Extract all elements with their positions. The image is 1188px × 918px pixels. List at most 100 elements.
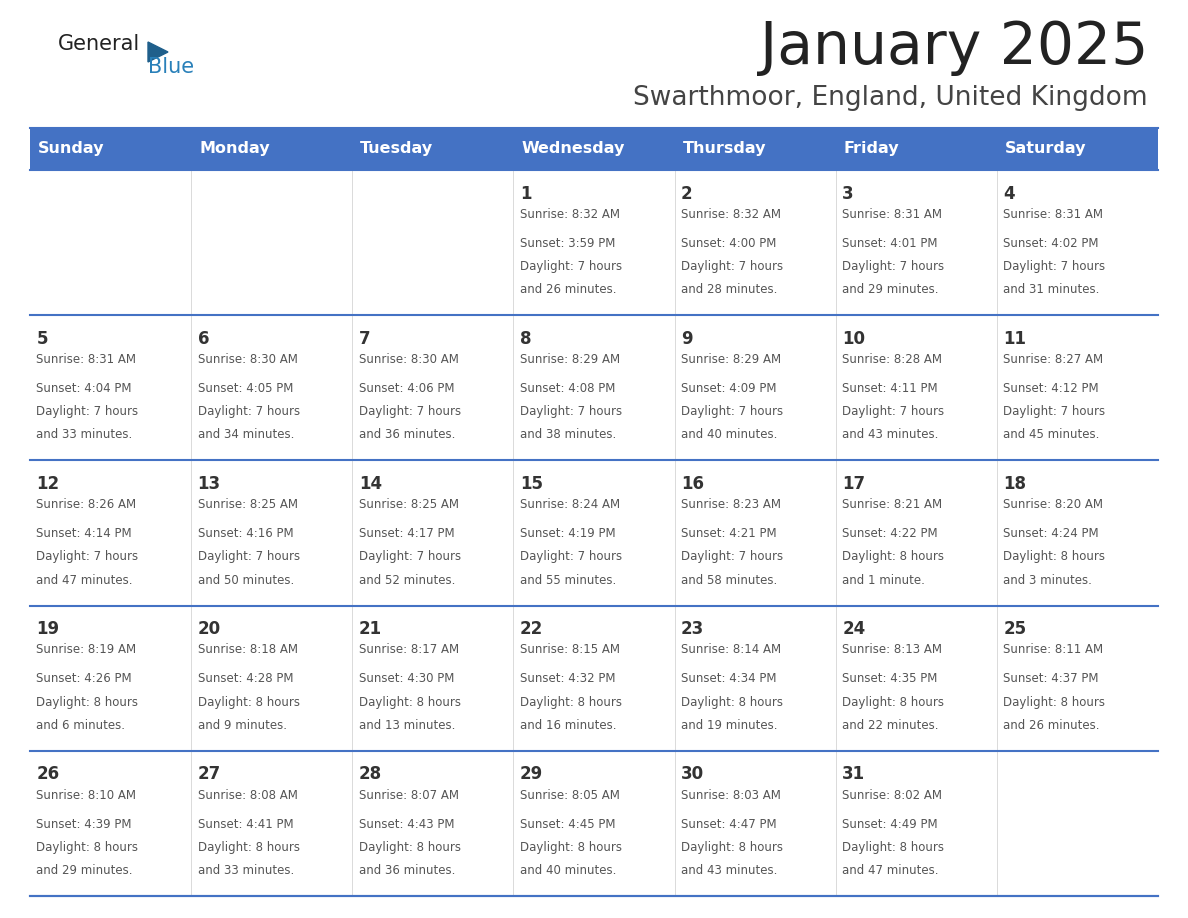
Text: and 33 minutes.: and 33 minutes. [197, 864, 293, 877]
Text: Daylight: 7 hours: Daylight: 7 hours [359, 405, 461, 419]
Bar [30, 461, 191, 606]
Text: Daylight: 8 hours: Daylight: 8 hours [520, 696, 621, 709]
Bar [191, 461, 353, 606]
Text: Sunrise: 8:05 AM: Sunrise: 8:05 AM [520, 789, 620, 801]
Text: Daylight: 7 hours: Daylight: 7 hours [520, 405, 623, 419]
Bar [513, 128, 675, 170]
Text: Sunrise: 8:32 AM: Sunrise: 8:32 AM [681, 207, 781, 220]
Text: and 31 minutes.: and 31 minutes. [1004, 284, 1100, 297]
Text: and 45 minutes.: and 45 minutes. [1004, 429, 1100, 442]
Text: Sunset: 4:02 PM: Sunset: 4:02 PM [1004, 237, 1099, 250]
Text: General: General [58, 34, 140, 54]
Text: 9: 9 [681, 330, 693, 348]
Text: Sunrise: 8:19 AM: Sunrise: 8:19 AM [37, 644, 137, 656]
Text: 2: 2 [681, 185, 693, 203]
Text: Daylight: 7 hours: Daylight: 7 hours [197, 405, 299, 419]
Text: and 22 minutes.: and 22 minutes. [842, 719, 939, 732]
Bar [30, 315, 191, 461]
Text: 12: 12 [37, 475, 59, 493]
Text: and 28 minutes.: and 28 minutes. [681, 284, 777, 297]
Text: Sunset: 4:35 PM: Sunset: 4:35 PM [842, 672, 937, 686]
Text: 28: 28 [359, 766, 381, 783]
Text: 4: 4 [1004, 185, 1015, 203]
Text: and 43 minutes.: and 43 minutes. [842, 429, 939, 442]
Text: and 26 minutes.: and 26 minutes. [1004, 719, 1100, 732]
Text: and 29 minutes.: and 29 minutes. [37, 864, 133, 877]
Text: Sunrise: 8:28 AM: Sunrise: 8:28 AM [842, 353, 942, 366]
Text: 17: 17 [842, 475, 865, 493]
Text: 14: 14 [359, 475, 381, 493]
Text: Sunset: 4:39 PM: Sunset: 4:39 PM [37, 818, 132, 831]
Text: Sunrise: 8:21 AM: Sunrise: 8:21 AM [842, 498, 942, 511]
Bar [997, 461, 1158, 606]
Bar [513, 315, 675, 461]
Text: and 19 minutes.: and 19 minutes. [681, 719, 777, 732]
Text: Sunrise: 8:11 AM: Sunrise: 8:11 AM [1004, 644, 1104, 656]
Text: Sunset: 4:19 PM: Sunset: 4:19 PM [520, 527, 615, 540]
Bar [835, 461, 997, 606]
Text: Sunset: 4:08 PM: Sunset: 4:08 PM [520, 382, 615, 395]
Text: 5: 5 [37, 330, 48, 348]
Text: Daylight: 8 hours: Daylight: 8 hours [359, 696, 461, 709]
Text: Daylight: 8 hours: Daylight: 8 hours [37, 841, 139, 854]
Bar [675, 315, 835, 461]
Text: Sunrise: 8:31 AM: Sunrise: 8:31 AM [37, 353, 137, 366]
Text: Daylight: 7 hours: Daylight: 7 hours [359, 551, 461, 564]
Text: Daylight: 7 hours: Daylight: 7 hours [197, 551, 299, 564]
Text: Daylight: 7 hours: Daylight: 7 hours [681, 260, 783, 273]
Bar [513, 751, 675, 896]
Text: 31: 31 [842, 766, 865, 783]
Text: Sunset: 4:45 PM: Sunset: 4:45 PM [520, 818, 615, 831]
Text: Sunrise: 8:14 AM: Sunrise: 8:14 AM [681, 644, 782, 656]
Text: and 55 minutes.: and 55 minutes. [520, 574, 617, 587]
Text: Tuesday: Tuesday [360, 141, 434, 156]
Text: 24: 24 [842, 621, 865, 638]
Text: and 36 minutes.: and 36 minutes. [359, 864, 455, 877]
Text: Daylight: 8 hours: Daylight: 8 hours [1004, 551, 1105, 564]
Text: Sunset: 4:04 PM: Sunset: 4:04 PM [37, 382, 132, 395]
Text: Sunset: 4:41 PM: Sunset: 4:41 PM [197, 818, 293, 831]
Text: Daylight: 7 hours: Daylight: 7 hours [1004, 260, 1105, 273]
Bar [835, 315, 997, 461]
Bar [835, 170, 997, 315]
Text: and 50 minutes.: and 50 minutes. [197, 574, 293, 587]
Bar [675, 461, 835, 606]
Text: Daylight: 8 hours: Daylight: 8 hours [520, 841, 621, 854]
Text: Sunrise: 8:07 AM: Sunrise: 8:07 AM [359, 789, 459, 801]
Text: and 52 minutes.: and 52 minutes. [359, 574, 455, 587]
Text: Thursday: Thursday [683, 141, 766, 156]
Text: 15: 15 [520, 475, 543, 493]
Text: Sunrise: 8:24 AM: Sunrise: 8:24 AM [520, 498, 620, 511]
Bar [353, 606, 513, 751]
Text: 6: 6 [197, 330, 209, 348]
Text: Sunrise: 8:08 AM: Sunrise: 8:08 AM [197, 789, 297, 801]
Text: 30: 30 [681, 766, 704, 783]
Text: Daylight: 8 hours: Daylight: 8 hours [681, 841, 783, 854]
Text: Daylight: 7 hours: Daylight: 7 hours [37, 405, 139, 419]
Text: 3: 3 [842, 185, 854, 203]
Text: and 9 minutes.: and 9 minutes. [197, 719, 286, 732]
Text: Sunset: 4:37 PM: Sunset: 4:37 PM [1004, 672, 1099, 686]
Text: Daylight: 7 hours: Daylight: 7 hours [520, 260, 623, 273]
Text: Sunset: 4:09 PM: Sunset: 4:09 PM [681, 382, 777, 395]
Text: Sunset: 4:24 PM: Sunset: 4:24 PM [1004, 527, 1099, 540]
Text: 7: 7 [359, 330, 371, 348]
Text: 25: 25 [1004, 621, 1026, 638]
Bar [30, 128, 191, 170]
Text: and 34 minutes.: and 34 minutes. [197, 429, 293, 442]
Text: and 40 minutes.: and 40 minutes. [681, 429, 777, 442]
Text: 11: 11 [1004, 330, 1026, 348]
Text: 16: 16 [681, 475, 704, 493]
Text: Sunset: 4:21 PM: Sunset: 4:21 PM [681, 527, 777, 540]
Text: 13: 13 [197, 475, 221, 493]
Text: and 40 minutes.: and 40 minutes. [520, 864, 617, 877]
Text: Sunset: 4:30 PM: Sunset: 4:30 PM [359, 672, 454, 686]
Text: Sunset: 4:34 PM: Sunset: 4:34 PM [681, 672, 777, 686]
Text: and 13 minutes.: and 13 minutes. [359, 719, 455, 732]
Text: Daylight: 8 hours: Daylight: 8 hours [842, 696, 944, 709]
Text: Sunset: 4:49 PM: Sunset: 4:49 PM [842, 818, 937, 831]
Text: Wednesday: Wednesday [522, 141, 625, 156]
Text: Sunrise: 8:17 AM: Sunrise: 8:17 AM [359, 644, 459, 656]
Bar [835, 606, 997, 751]
Bar [191, 315, 353, 461]
